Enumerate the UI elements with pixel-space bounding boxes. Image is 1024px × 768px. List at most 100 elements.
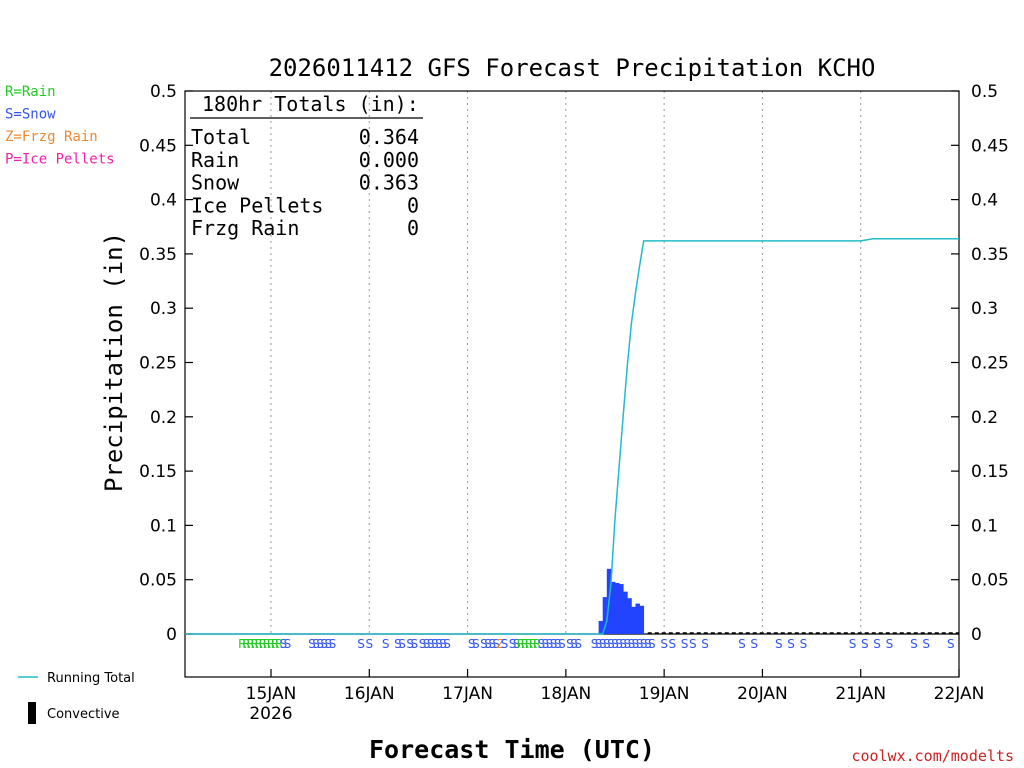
y-tick-label-right: 0.05 <box>971 571 1009 591</box>
y-tick-label-left: 0.25 <box>139 354 177 374</box>
precip-bar <box>623 591 628 634</box>
ptype-legend-item: S=Snow <box>5 107 56 123</box>
ptype-mark: S <box>849 637 857 651</box>
y-tick-label-left: 0.15 <box>139 462 177 482</box>
ptype-mark: S <box>886 637 894 651</box>
ptype-mark: S <box>558 637 566 651</box>
precip-bar <box>635 603 640 634</box>
ptype-mark: R <box>533 637 541 651</box>
totals-row-label: Snow <box>191 171 240 195</box>
precip-bar <box>615 582 620 634</box>
y-tick-label-left: 0.3 <box>150 299 177 319</box>
ptype-mark: S <box>750 637 758 651</box>
ptype-mark: S <box>787 637 795 651</box>
ptype-mark: S <box>861 637 869 651</box>
ptype-mark: S <box>419 637 427 651</box>
ptype-mark: S <box>648 637 656 651</box>
ptype-mark: R <box>250 637 258 651</box>
y-tick-label-left: 0 <box>166 625 177 645</box>
ptype-mark: S <box>681 637 689 651</box>
ptype-mark: S <box>427 637 435 651</box>
ptype-mark: R <box>521 637 529 651</box>
ptype-mark: S <box>509 637 517 651</box>
ptype-mark: S <box>492 637 500 651</box>
ptype-mark: S <box>660 637 668 651</box>
ptype-mark: S <box>308 637 316 651</box>
ptype-mark: R <box>271 637 279 651</box>
totals-rows: Total 0.364 Rain 0.000 Snow 0.363 Ice Pellets 0… <box>191 125 419 240</box>
y-tick-label-right: 0.45 <box>971 136 1009 156</box>
ptype-mark: S <box>644 637 652 651</box>
bottom-legend: Running Total Convective <box>18 671 135 724</box>
ptype-legend-item: Z=Frzg Rain <box>5 129 98 145</box>
ptype-mark: R <box>259 637 267 651</box>
ptype-mark: S <box>329 637 337 651</box>
ptype-mark: S <box>320 637 328 651</box>
legend-label: Convective <box>47 707 120 722</box>
y-tick-label-right: 0.35 <box>971 245 1009 265</box>
x-axis-label: Forecast Time (UTC) <box>369 735 655 764</box>
totals-row-value: 0 <box>407 193 419 217</box>
ptype-mark: S <box>488 637 496 651</box>
ptype-mark: S <box>669 637 677 651</box>
ptype-mark: S <box>599 637 607 651</box>
ptype-mark: S <box>570 637 578 651</box>
precip-bar <box>631 606 636 634</box>
y-tick-label-right: 0.25 <box>971 354 1009 374</box>
ptype-mark: S <box>431 637 439 651</box>
y-tick-label-left: 0.05 <box>139 571 177 591</box>
y-tick-label-right: 0.15 <box>971 462 1009 482</box>
y-tick-label-left: 0.4 <box>150 191 177 211</box>
ptype-mark: S <box>611 637 619 651</box>
ptype-mark: S <box>603 637 611 651</box>
y-tick-label-left: 0.45 <box>139 136 177 156</box>
ptype-mark: S <box>501 637 509 651</box>
y-axis-label: Precipitation (in) <box>100 232 128 492</box>
ptype-mark: S <box>738 637 746 651</box>
ptype-mark: S <box>406 637 414 651</box>
y-axis-right: 0 0.05 0.1 0.15 0.2 0.25 0.3 0.35 0.4 0.45 0.5 <box>951 82 1009 645</box>
ptype-mark: R <box>275 637 283 651</box>
ptype-mark: S <box>435 637 443 651</box>
ptype-mark: S <box>312 637 320 651</box>
ptype-legend-item: P=Ice Pellets <box>5 152 115 168</box>
ptype-mark: S <box>607 637 615 651</box>
y-tick-label-right: 0 <box>971 625 982 645</box>
ptype-mark: S <box>922 637 930 651</box>
ptype-mark: S <box>632 637 640 651</box>
ptype-mark: R <box>267 637 275 651</box>
ptype-mark: S <box>873 637 881 651</box>
y-tick-label-right: 0.5 <box>971 82 998 102</box>
ptype-mark: S <box>947 637 955 651</box>
grid <box>270 91 862 634</box>
ptype-mark: S <box>628 637 636 651</box>
ptype-mark: S <box>689 637 697 651</box>
totals-row-value: 0.364 <box>359 125 419 149</box>
ptype-mark: S <box>513 637 521 651</box>
ptype-mark: R <box>246 637 254 651</box>
ptype-mark: S <box>636 637 644 651</box>
ptype-mark: S <box>800 637 808 651</box>
ptype-mark: S <box>910 637 918 651</box>
ptype-legend: R=Rain S=Snow Z=Frzg Rain P=Ice Pellets <box>5 84 115 168</box>
precip-bar <box>619 584 624 634</box>
y-tick-label-left: 0.2 <box>150 408 177 428</box>
ptype-mark: R <box>263 637 271 651</box>
x-tick-sublabel: 2026 <box>249 704 292 724</box>
precip-bar <box>627 598 632 634</box>
x-tick-label: 17JAN <box>442 684 493 704</box>
x-tick-label: 22JAN <box>934 684 985 704</box>
ptype-mark: S <box>484 637 492 651</box>
x-tick-label: 16JAN <box>344 684 395 704</box>
totals-row-label: Total <box>191 125 251 149</box>
ptype-mark: S <box>398 637 406 651</box>
ptype-mark: R <box>238 637 246 651</box>
ptype-mark: Z <box>496 637 504 651</box>
ptype-mark: S <box>615 637 623 651</box>
legend-swatch-bar <box>28 702 36 724</box>
ptype-mark: S <box>423 637 431 651</box>
ptype-mark: S <box>550 637 558 651</box>
